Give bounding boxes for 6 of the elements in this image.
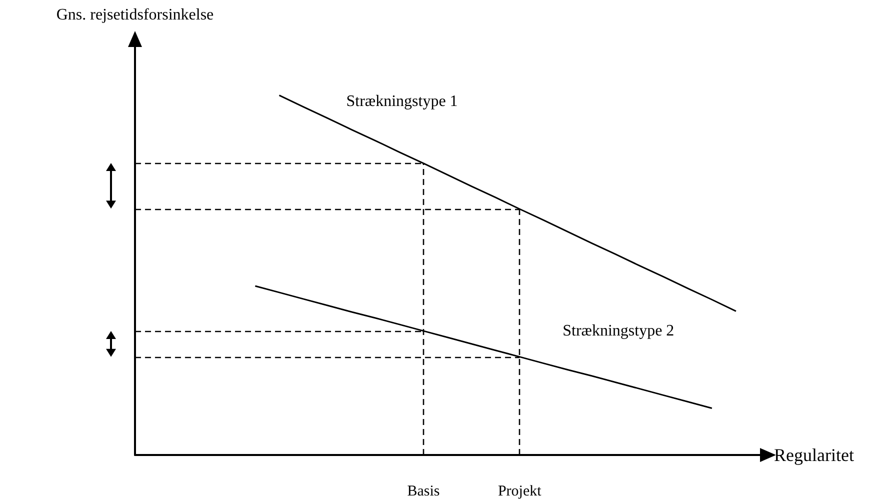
series-label: Strækningstype 2 [562, 322, 674, 340]
y-axis-title: Gns. rejsetidsforsinkelse [56, 6, 214, 24]
x-tick-label: Basis [407, 484, 440, 500]
x-axis-title: Regularitet [774, 445, 854, 465]
x-tick-label: Projekt [498, 484, 542, 500]
series-label: Strækningstype 1 [346, 92, 458, 110]
